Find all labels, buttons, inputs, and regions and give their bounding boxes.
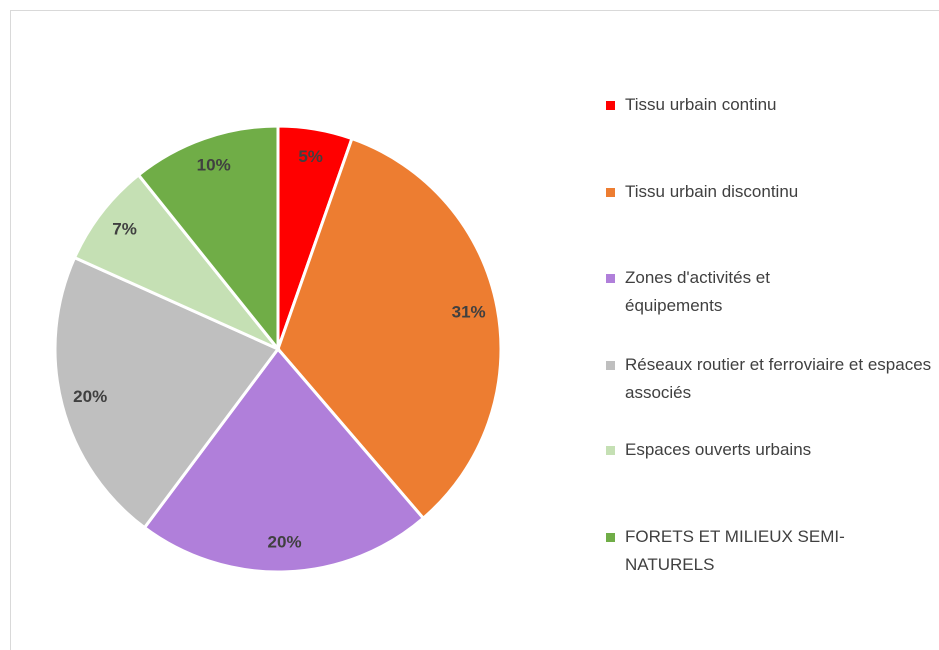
legend-label: Espaces ouverts urbains <box>625 440 812 459</box>
legend-label: Réseaux routier et ferroviaire et espace… <box>625 355 932 402</box>
pie-slice <box>136 124 280 354</box>
legend-swatch <box>606 533 615 542</box>
legend-swatch <box>606 188 615 197</box>
data-label: 20% <box>268 532 302 551</box>
legend-label: FORETS ET MILIEUX SEMI-NATURELS <box>625 527 845 574</box>
legend-item: Tissu urbain discontinu <box>606 178 939 206</box>
legend-swatch <box>606 446 615 455</box>
data-label: 20% <box>73 387 107 406</box>
data-label: 7% <box>112 220 137 239</box>
legend-label: Tissu urbain discontinu <box>625 182 799 201</box>
legend-item: FORETS ET MILIEUX SEMI-NATURELS <box>606 523 895 579</box>
pie-slice <box>142 346 426 574</box>
legend-item: Zones d'activités et équipements <box>606 264 800 320</box>
legend-swatch <box>606 101 615 110</box>
legend-swatch <box>606 274 615 283</box>
legend-label: Tissu urbain continu <box>625 95 777 114</box>
legend-item: Réseaux routier et ferroviaire et espace… <box>606 351 939 407</box>
legend-item: Tissu urbain continu <box>606 91 939 119</box>
data-label: 10% <box>197 155 231 174</box>
chart-frame <box>10 10 939 650</box>
pie-slice <box>276 136 503 521</box>
legend-label: Zones d'activités et équipements <box>625 268 770 315</box>
data-label: 5% <box>298 147 323 166</box>
legend-swatch <box>606 361 615 370</box>
pie-slice <box>72 172 280 351</box>
legend-item: Espaces ouverts urbains <box>606 436 939 464</box>
data-label: 31% <box>452 303 486 322</box>
